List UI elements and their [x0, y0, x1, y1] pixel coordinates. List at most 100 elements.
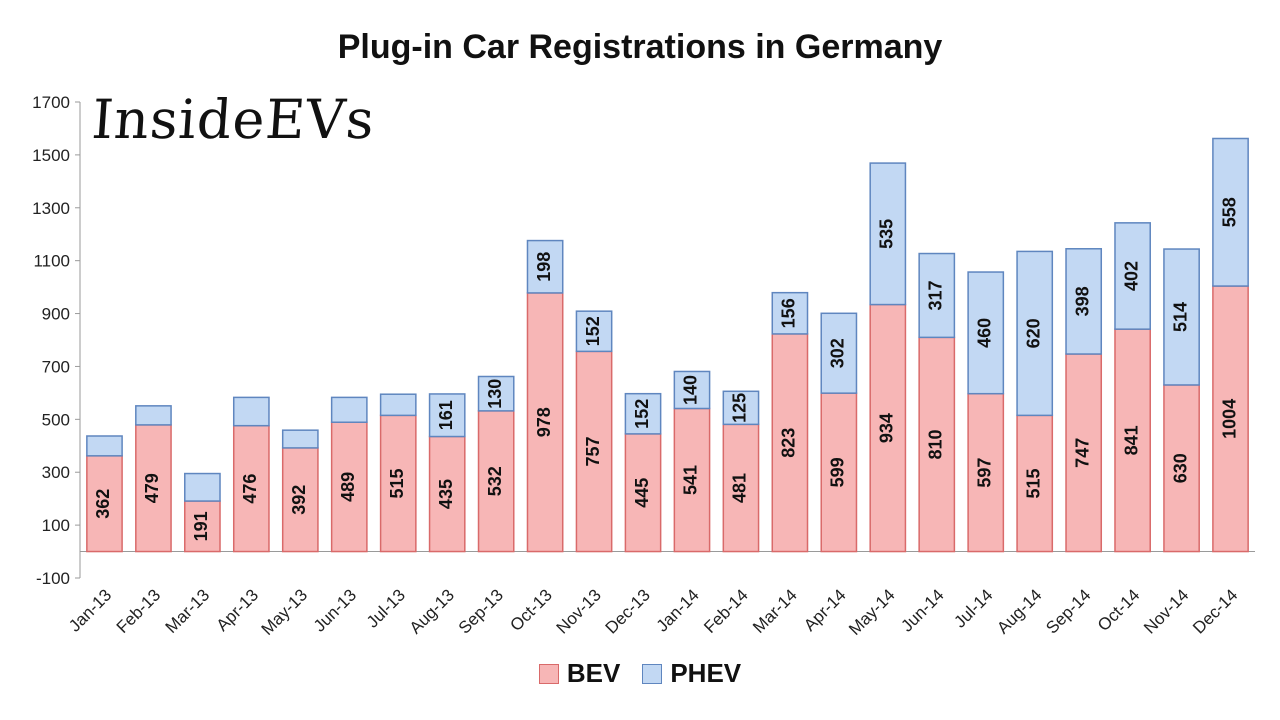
bar-label-phev: 152 [632, 399, 652, 429]
x-tick-label: May-14 [845, 585, 899, 639]
bar-bev [673, 407, 711, 553]
bar-label-phev: 198 [534, 252, 554, 282]
bar-phev [918, 252, 956, 339]
legend-item-phev: PHEV [642, 658, 741, 689]
bar-bev [1163, 384, 1200, 553]
legend-swatch-bev [538, 663, 559, 684]
bar-label-bev: 810 [926, 429, 946, 459]
bar-phev [281, 429, 319, 449]
legend-item-bev: BEV [538, 658, 621, 689]
bar-phev [575, 310, 613, 353]
bar-bev [477, 410, 515, 553]
y-tick-label: 900 [42, 305, 70, 324]
x-tick-label: Jun-14 [897, 585, 947, 635]
x-tick-label: Aug-14 [993, 585, 1045, 637]
bar-label-bev: 476 [240, 474, 260, 504]
bar-label-phev: 514 [1170, 302, 1190, 332]
bar-label-bev: 841 [1121, 425, 1141, 455]
bar-label-bev: 757 [583, 436, 603, 466]
bar-phev [1212, 137, 1249, 287]
bar-label-phev: 125 [730, 393, 750, 423]
y-tick-label: 100 [42, 516, 70, 535]
y-tick-label: 300 [42, 463, 70, 482]
bar-label-phev: 398 [1072, 286, 1092, 316]
bar-phev [86, 435, 123, 457]
bar-label-bev: 597 [974, 458, 994, 488]
x-tick-label: Apr-14 [800, 585, 850, 635]
bar-label-phev: 620 [1023, 318, 1043, 348]
bar-label-bev: 392 [289, 485, 309, 515]
x-tick-label: Sep-13 [455, 585, 507, 637]
bar-bev [624, 433, 662, 553]
x-tick-label: Feb-14 [700, 585, 752, 637]
bar-bev [967, 392, 1005, 553]
bar-label-bev: 191 [191, 511, 211, 541]
bar-label-bev: 1004 [1219, 399, 1239, 439]
bar-label-phev: 535 [877, 219, 897, 249]
x-tick-label: May-13 [258, 585, 312, 639]
bar-bev [1114, 328, 1151, 553]
bar-label-bev: 532 [485, 466, 505, 496]
bar-phev [330, 396, 368, 423]
y-tick-label: -100 [36, 569, 70, 588]
x-tick-label: Jan-14 [653, 585, 703, 635]
bar-label-bev: 489 [338, 472, 358, 502]
bar-label-phev: 152 [583, 316, 603, 346]
bar-label-phev: 156 [779, 298, 799, 328]
bar-bev [184, 500, 221, 553]
bar-bev [771, 333, 809, 553]
x-tick-label: Mar-13 [162, 585, 214, 637]
bar-label-bev: 978 [534, 407, 554, 437]
bar-phev [232, 396, 270, 427]
bar-bev [1065, 353, 1103, 553]
bar-phev [428, 393, 466, 438]
bar-label-phev: 317 [926, 280, 946, 310]
bar-label-phev: 130 [485, 379, 505, 409]
bar-label-bev: 515 [1023, 468, 1043, 498]
bar-bev [722, 423, 760, 553]
chart-title: Plug-in Car Registrations in Germany [337, 28, 943, 66]
bar-phev [722, 390, 760, 426]
x-tick-label: Jan-13 [65, 585, 115, 635]
x-tick-label: Dec-13 [602, 585, 654, 637]
bar-phev [1163, 248, 1200, 386]
bar-phev [771, 291, 809, 335]
legend-label-phev: PHEV [670, 658, 742, 688]
bar-label-bev: 630 [1170, 453, 1190, 483]
bar-bev [869, 303, 907, 553]
y-tick-label: 1500 [32, 146, 70, 165]
x-tick-label: Dec-14 [1189, 585, 1241, 637]
bar-label-bev: 435 [436, 479, 456, 509]
bar-label-bev: 515 [387, 468, 407, 498]
bar-phev [820, 312, 858, 394]
x-tick-label: Apr-13 [213, 585, 263, 635]
bar-label-bev: 445 [632, 478, 652, 508]
x-tick-label: Oct-13 [506, 585, 556, 635]
bar-label-phev: 558 [1219, 197, 1239, 227]
bar-phev [477, 375, 515, 412]
legend-label-bev: BEV [566, 658, 621, 688]
bar-phev [673, 370, 711, 410]
bar-bev [330, 421, 368, 553]
bar-label-phev: 140 [681, 375, 701, 405]
x-tick-label: Feb-13 [113, 585, 165, 637]
x-tick-label: Sep-14 [1042, 585, 1094, 637]
bar-label-bev: 823 [779, 428, 799, 458]
bar-label-bev: 479 [142, 473, 162, 503]
bar-bev [526, 292, 564, 553]
x-tick-label: Jun-13 [310, 585, 360, 635]
y-tick-label: 1300 [32, 199, 70, 218]
bar-bev [575, 350, 613, 553]
bar-label-bev: 362 [93, 489, 113, 519]
bar-label-phev: 161 [436, 400, 456, 430]
bar-label-bev: 934 [877, 413, 897, 443]
bar-phev [184, 472, 221, 502]
bar-label-bev: 747 [1072, 438, 1092, 468]
y-tick-label: 1100 [33, 252, 70, 271]
x-tick-label: Aug-13 [406, 585, 458, 637]
y-tick-label: 500 [42, 410, 70, 429]
y-tick-label: 700 [42, 357, 70, 376]
bar-bev [820, 392, 858, 553]
